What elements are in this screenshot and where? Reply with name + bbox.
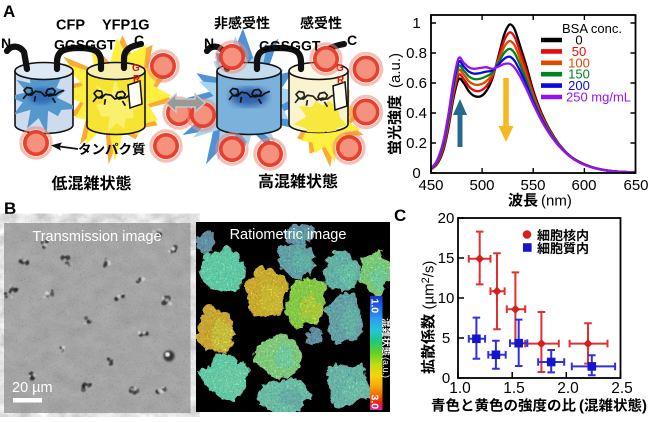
svg-text:600: 600 [571, 177, 596, 194]
svg-text:50: 50 [572, 44, 586, 59]
svg-text:0.6: 0.6 [406, 75, 427, 92]
svg-text:1.5: 1.5 [503, 380, 525, 397]
svg-text:(: ( [579, 398, 584, 415]
svg-text:15: 15 [438, 250, 455, 267]
svg-text:GGSGGT: GGSGGT [259, 38, 321, 54]
svg-text:2.0: 2.0 [557, 380, 579, 397]
svg-text:B: B [4, 199, 16, 218]
svg-text:G: G [132, 63, 140, 74]
svg-text:G: G [336, 63, 344, 74]
svg-text:R: R [133, 74, 141, 85]
svg-text:2.5: 2.5 [611, 380, 633, 397]
svg-text:550: 550 [520, 177, 545, 194]
svg-text:0.4: 0.4 [406, 105, 427, 122]
svg-text:100: 100 [568, 55, 590, 70]
svg-text:650: 650 [623, 177, 648, 194]
svg-text:R: R [337, 75, 345, 86]
svg-text:C: C [394, 206, 406, 225]
svg-text:0.8: 0.8 [406, 45, 427, 62]
svg-text:0: 0 [575, 33, 582, 48]
svg-text:(µm2/s): (µm2/s) [420, 261, 438, 310]
svg-text:Ratiometric image: Ratiometric image [230, 227, 347, 243]
svg-text:5: 5 [442, 330, 450, 347]
svg-text:200: 200 [568, 78, 590, 93]
svg-text:A: A [3, 2, 15, 21]
svg-text:3.0: 3.0 [369, 395, 381, 410]
svg-text:C: C [347, 32, 357, 48]
svg-text:N: N [204, 35, 214, 51]
svg-text:1.0: 1.0 [449, 380, 471, 397]
svg-text:20 µm: 20 µm [12, 380, 53, 396]
svg-text:150: 150 [568, 67, 590, 82]
svg-text:0: 0 [442, 370, 450, 387]
svg-text:10: 10 [438, 290, 455, 307]
svg-text:250 mg/mL: 250 mg/mL [566, 90, 631, 105]
svg-text:500: 500 [469, 177, 494, 194]
svg-text:Transmission image: Transmission image [32, 229, 161, 245]
svg-text:1: 1 [412, 15, 420, 32]
svg-text:BSA conc.: BSA conc. [562, 21, 622, 36]
svg-text:(a.u.): (a.u.) [387, 53, 404, 88]
svg-text:1.0: 1.0 [369, 299, 381, 314]
svg-text:(a.u.): (a.u.) [381, 357, 391, 378]
svg-text:YFP1G: YFP1G [102, 18, 150, 34]
svg-text:0: 0 [412, 165, 420, 182]
svg-text:450: 450 [418, 177, 443, 194]
svg-text:): ) [642, 398, 647, 415]
svg-text:0.2: 0.2 [406, 135, 427, 152]
svg-text:C: C [134, 32, 144, 48]
svg-text:GGSGGT: GGSGGT [54, 37, 116, 53]
svg-text:(nm): (nm) [541, 193, 572, 210]
svg-text:N: N [1, 35, 11, 51]
svg-text:20: 20 [438, 210, 455, 227]
svg-text:CFP: CFP [56, 18, 85, 34]
